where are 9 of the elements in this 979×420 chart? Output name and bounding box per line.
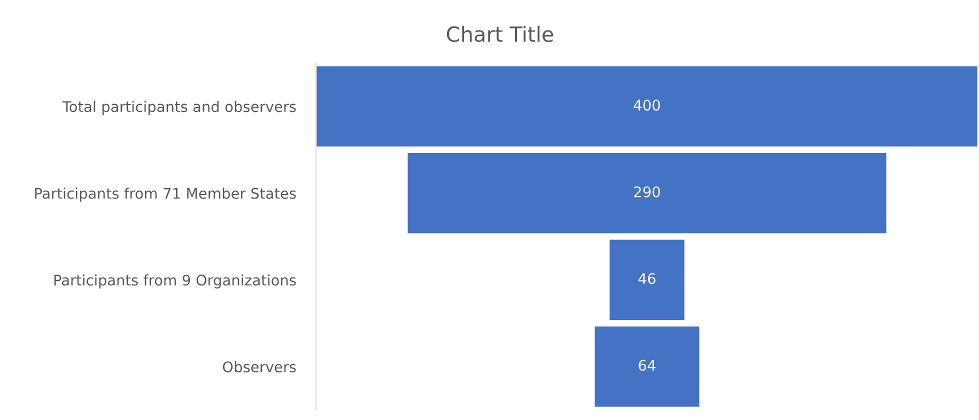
category-label: Observers [222, 361, 296, 372]
category-label: Total participants and observers [62, 100, 296, 115]
text: Chart Title [446, 26, 554, 42]
data-label: 290 [634, 186, 660, 198]
data-label: 64 [638, 360, 656, 371]
data-label: 46 [638, 273, 656, 284]
data-label: 400 [634, 100, 660, 111]
category-label: Participants from 71 Member States [35, 188, 296, 202]
category-label: Participants from 9 Organizations [54, 274, 296, 288]
